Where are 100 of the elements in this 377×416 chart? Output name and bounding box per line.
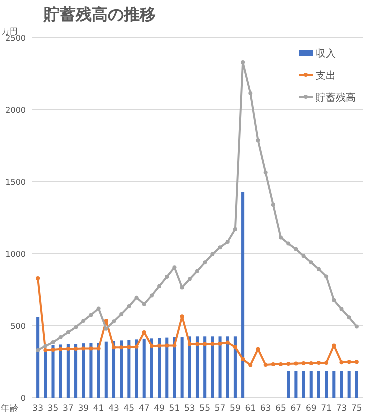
- bar: [188, 336, 192, 398]
- point: [233, 345, 238, 350]
- bar: [180, 338, 184, 398]
- bar: [142, 338, 146, 398]
- bar: [226, 336, 230, 398]
- legend-label: 貯蓄残高: [316, 92, 356, 104]
- x-tick-label: 57: [214, 404, 226, 414]
- bar: [90, 343, 93, 398]
- bar: [325, 371, 328, 398]
- y-tick-label: 0: [20, 394, 26, 403]
- point: [142, 330, 146, 334]
- point: [74, 347, 78, 352]
- point: [188, 342, 192, 346]
- point: [316, 267, 321, 272]
- point: [248, 363, 253, 368]
- bar: [128, 340, 131, 398]
- point: [36, 276, 40, 280]
- x-tick-label: 65: [276, 404, 286, 414]
- point: [264, 170, 268, 175]
- bar: [294, 371, 298, 398]
- point: [188, 277, 192, 282]
- point: [203, 342, 208, 346]
- point: [196, 269, 200, 274]
- point: [150, 344, 154, 348]
- point: [158, 344, 162, 348]
- point: [210, 252, 215, 256]
- x-tick-label: 35: [48, 404, 59, 414]
- point: [286, 362, 291, 366]
- point: [158, 284, 162, 288]
- legend-label: 支出: [316, 70, 336, 82]
- point: [180, 286, 184, 290]
- point: [347, 316, 352, 320]
- point: [51, 340, 56, 345]
- point: [241, 60, 246, 64]
- bar: [52, 345, 55, 398]
- bar: [302, 371, 306, 398]
- point: [309, 260, 314, 265]
- point: [218, 246, 222, 250]
- x-tick-label: 49: [154, 404, 165, 414]
- point: [112, 346, 116, 350]
- point: [142, 302, 146, 306]
- point: [127, 304, 132, 309]
- x-tick-label: 43: [108, 404, 120, 414]
- point: [112, 320, 116, 324]
- point: [248, 91, 253, 96]
- point: [120, 312, 124, 316]
- point: [82, 318, 86, 323]
- bar: [204, 336, 207, 398]
- y-tick-label: 1500: [6, 178, 26, 187]
- bar: [82, 344, 86, 398]
- point: [89, 346, 94, 351]
- bar: [287, 371, 290, 398]
- x-tick-label: 41: [93, 404, 104, 414]
- point: [196, 342, 200, 346]
- bar: [340, 371, 344, 398]
- point: [96, 346, 101, 351]
- bar: [242, 192, 245, 398]
- point: [66, 347, 70, 352]
- point: [89, 313, 94, 318]
- x-tick-label: 47: [138, 404, 150, 414]
- x-tick-label: 37: [63, 404, 74, 414]
- point: [74, 325, 78, 330]
- x-tick-label: 67: [290, 404, 302, 414]
- x-tick-label: 73: [336, 404, 348, 414]
- point: [302, 254, 306, 258]
- point: [324, 274, 329, 279]
- bar: [355, 371, 358, 398]
- chart-title: 貯蓄残高の推移: [43, 5, 156, 24]
- point: [354, 324, 359, 329]
- bar: [317, 371, 320, 398]
- bar: [234, 336, 237, 398]
- point: [165, 275, 170, 280]
- point: [226, 340, 230, 345]
- x-tick-label: 45: [124, 404, 135, 414]
- point: [51, 348, 56, 352]
- y-tick-label: 1000: [6, 250, 26, 259]
- point: [294, 247, 298, 252]
- point: [172, 344, 177, 348]
- point: [104, 318, 108, 323]
- bar: [218, 336, 222, 398]
- x-tick-label: 61: [245, 404, 256, 414]
- point: [180, 314, 184, 319]
- legend-label: 収入: [316, 48, 336, 60]
- bar: [135, 340, 138, 398]
- x-tick-label: 63: [260, 404, 272, 414]
- point: [218, 342, 222, 346]
- point: [233, 227, 238, 232]
- point: [279, 362, 284, 366]
- y-tick-label: 2000: [6, 106, 26, 115]
- bar: [150, 338, 154, 398]
- point: [120, 346, 124, 350]
- y-tick-label: 500: [10, 322, 26, 331]
- x-tick-label: 55: [200, 404, 211, 414]
- point: [332, 298, 336, 302]
- point: [347, 360, 352, 364]
- bar: [120, 340, 124, 398]
- point: [354, 360, 359, 364]
- point: [36, 348, 40, 352]
- bar: [348, 371, 351, 398]
- point: [82, 346, 86, 351]
